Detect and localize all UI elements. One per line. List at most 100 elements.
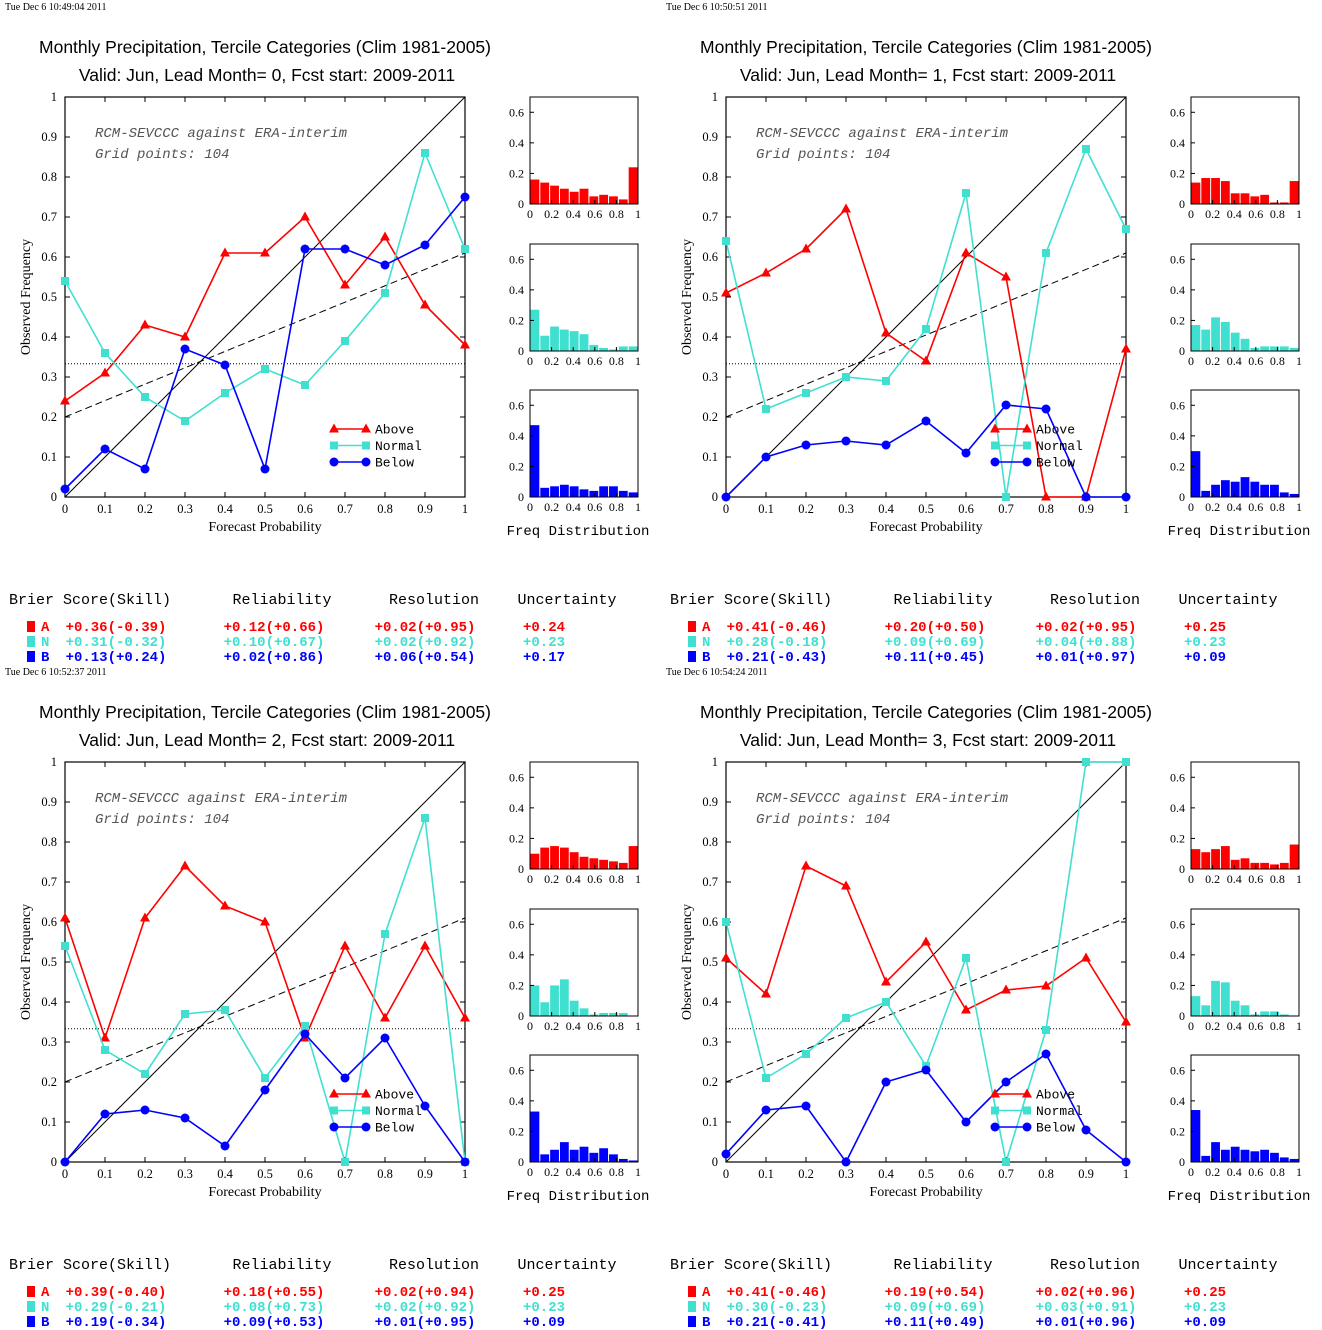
legend-marker xyxy=(361,423,371,433)
legend-label: Normal xyxy=(375,439,422,454)
histogram-bar xyxy=(628,492,638,497)
histogram-bar xyxy=(1220,982,1230,1016)
histogram-2: 0 0.2 0.4 0.6 0 0.2 0.4 0.6 0.8 1 xyxy=(1170,1054,1302,1179)
histogram-bar xyxy=(1191,451,1201,497)
x-tick-label: 0.7 xyxy=(998,502,1014,516)
score-brier: +0.41(-0.46) xyxy=(727,620,828,636)
legend-marker xyxy=(990,423,1000,433)
data-point-above xyxy=(1041,491,1051,501)
score-row-a: A +0.39(-0.40) +0.18(+0.55) +0.02(+0.94) +0.… xyxy=(27,1285,565,1301)
y-tick-label: 0.9 xyxy=(702,130,718,144)
data-point-above xyxy=(60,395,70,405)
y-tick-label: 0.9 xyxy=(41,130,57,144)
x-tick-label: 0.2 xyxy=(137,1167,153,1181)
score-header: Uncertainty xyxy=(1178,1257,1277,1274)
score-label: B xyxy=(702,650,711,666)
data-point-above xyxy=(881,327,891,337)
histogram-bar xyxy=(1230,193,1240,204)
histogram-bar xyxy=(1260,862,1270,869)
y-tick-label: 0.2 xyxy=(41,1075,57,1089)
score-uncertainty: +0.25 xyxy=(1184,620,1226,636)
histogram-bar xyxy=(1279,1157,1289,1162)
histogram-y-tick-label: 0.6 xyxy=(509,770,524,784)
histogram-frame xyxy=(529,389,639,498)
series-below xyxy=(60,1029,470,1167)
x-tick-label: 0.5 xyxy=(257,502,273,516)
score-resolution: +0.02(+0.92) xyxy=(375,1300,476,1316)
data-point-below xyxy=(1001,1077,1011,1087)
histogram-bar xyxy=(609,1154,618,1162)
data-point-below xyxy=(300,1029,310,1039)
histogram-x-tick-label: 0.6 xyxy=(587,207,602,221)
histogram-axis-label: Freq Distribution xyxy=(1168,524,1311,540)
histogram-x-tick-label: 0.4 xyxy=(566,500,581,514)
score-row-a: A +0.36(-0.39) +0.12(+0.66) +0.02(+0.95) +0.… xyxy=(27,620,565,636)
chart-title: Monthly Precipitation, Tercile Categorie… xyxy=(700,37,1152,57)
chart-title: Monthly Precipitation, Tercile Categorie… xyxy=(39,37,491,57)
legend-marker xyxy=(329,1122,339,1132)
chart-subtitle: Valid: Jun, Lead Month= 0, Fcst start: 2… xyxy=(79,65,455,85)
histogram-x-tick-label: 0.2 xyxy=(544,1165,559,1179)
data-point-below xyxy=(961,1117,971,1127)
data-point-normal xyxy=(141,393,149,401)
score-reliability: +0.09(+0.69) xyxy=(885,635,986,651)
data-point-normal xyxy=(101,349,109,357)
data-point-normal xyxy=(922,325,930,333)
histogram-y-tick-label: 0 xyxy=(518,197,524,211)
score-row-n: N +0.30(-0.23) +0.09(+0.69) +0.03(+0.91) +0.… xyxy=(688,1300,1226,1316)
chart-panel-1: Tue Dec 6 10:50:51 2011 Monthly Precipita… xyxy=(666,2,1310,666)
data-point-normal xyxy=(1122,225,1130,233)
score-resolution: +0.04(+0.88) xyxy=(1036,635,1137,651)
histogram-bar xyxy=(1250,481,1260,497)
histogram-bar xyxy=(1260,1149,1270,1162)
histogram-bar xyxy=(589,490,599,497)
y-tick-label: 0.4 xyxy=(702,995,718,1009)
score-reliability: +0.11(+0.45) xyxy=(885,650,986,666)
y-axis-label: Observed Frequency xyxy=(19,904,34,1020)
histogram-bar xyxy=(1270,346,1279,351)
histogram-bar xyxy=(1220,181,1230,204)
histogram-axis-label: Freq Distribution xyxy=(1168,1189,1311,1205)
histogram-bar xyxy=(1191,1110,1201,1162)
data-point-above xyxy=(220,247,230,257)
x-tick-label: 0.1 xyxy=(758,1167,774,1181)
histogram-x-tick-label: 0.8 xyxy=(1270,1019,1285,1033)
x-axis-label: Forecast Probability xyxy=(869,520,982,535)
histogram-bar xyxy=(559,329,569,351)
histogram-bar xyxy=(599,1012,609,1016)
data-point-normal xyxy=(381,930,389,938)
data-point-normal xyxy=(722,918,730,926)
histogram-bar xyxy=(1240,477,1250,497)
legend-marker xyxy=(1022,1122,1032,1132)
score-resolution: +0.01(+0.97) xyxy=(1036,650,1137,666)
y-tick-label: 0 xyxy=(51,490,57,504)
histogram-y-tick-label: 0.6 xyxy=(509,398,524,412)
histogram-y-tick-label: 0 xyxy=(1179,197,1185,211)
score-row-b: B +0.19(-0.34) +0.09(+0.53) +0.01(+0.95) +0.… xyxy=(27,1315,565,1330)
histogram-bar xyxy=(589,1014,599,1016)
score-header: Uncertainty xyxy=(1178,592,1277,609)
y-axis-label: Observed Frequency xyxy=(19,239,34,355)
histogram-bar xyxy=(628,1160,638,1162)
score-header: Resolution xyxy=(389,592,479,609)
histogram-frame xyxy=(529,243,639,352)
histogram-y-tick-label: 0.4 xyxy=(509,801,524,815)
score-header: Resolution xyxy=(1050,1257,1140,1274)
data-point-above xyxy=(1121,343,1131,353)
histogram-bar xyxy=(1191,996,1201,1016)
data-point-above xyxy=(460,339,470,349)
x-tick-label: 0.2 xyxy=(798,502,814,516)
histogram-bar xyxy=(1279,202,1289,204)
histogram-x-tick-label: 0.2 xyxy=(1205,1019,1220,1033)
histogram-x-tick-label: 0.6 xyxy=(587,1019,602,1033)
histogram-y-tick-label: 0.2 xyxy=(1170,831,1185,845)
legend-marker xyxy=(990,1088,1000,1098)
data-point-above xyxy=(881,976,891,986)
data-point-normal xyxy=(762,405,770,413)
x-tick-label: 0.9 xyxy=(1078,502,1094,516)
histogram-x-tick-label: 0 xyxy=(527,872,533,886)
histogram-y-tick-label: 0.2 xyxy=(1170,1124,1185,1138)
data-point-normal xyxy=(722,237,730,245)
chart-subtitle: Valid: Jun, Lead Month= 3, Fcst start: 2… xyxy=(740,730,1116,750)
